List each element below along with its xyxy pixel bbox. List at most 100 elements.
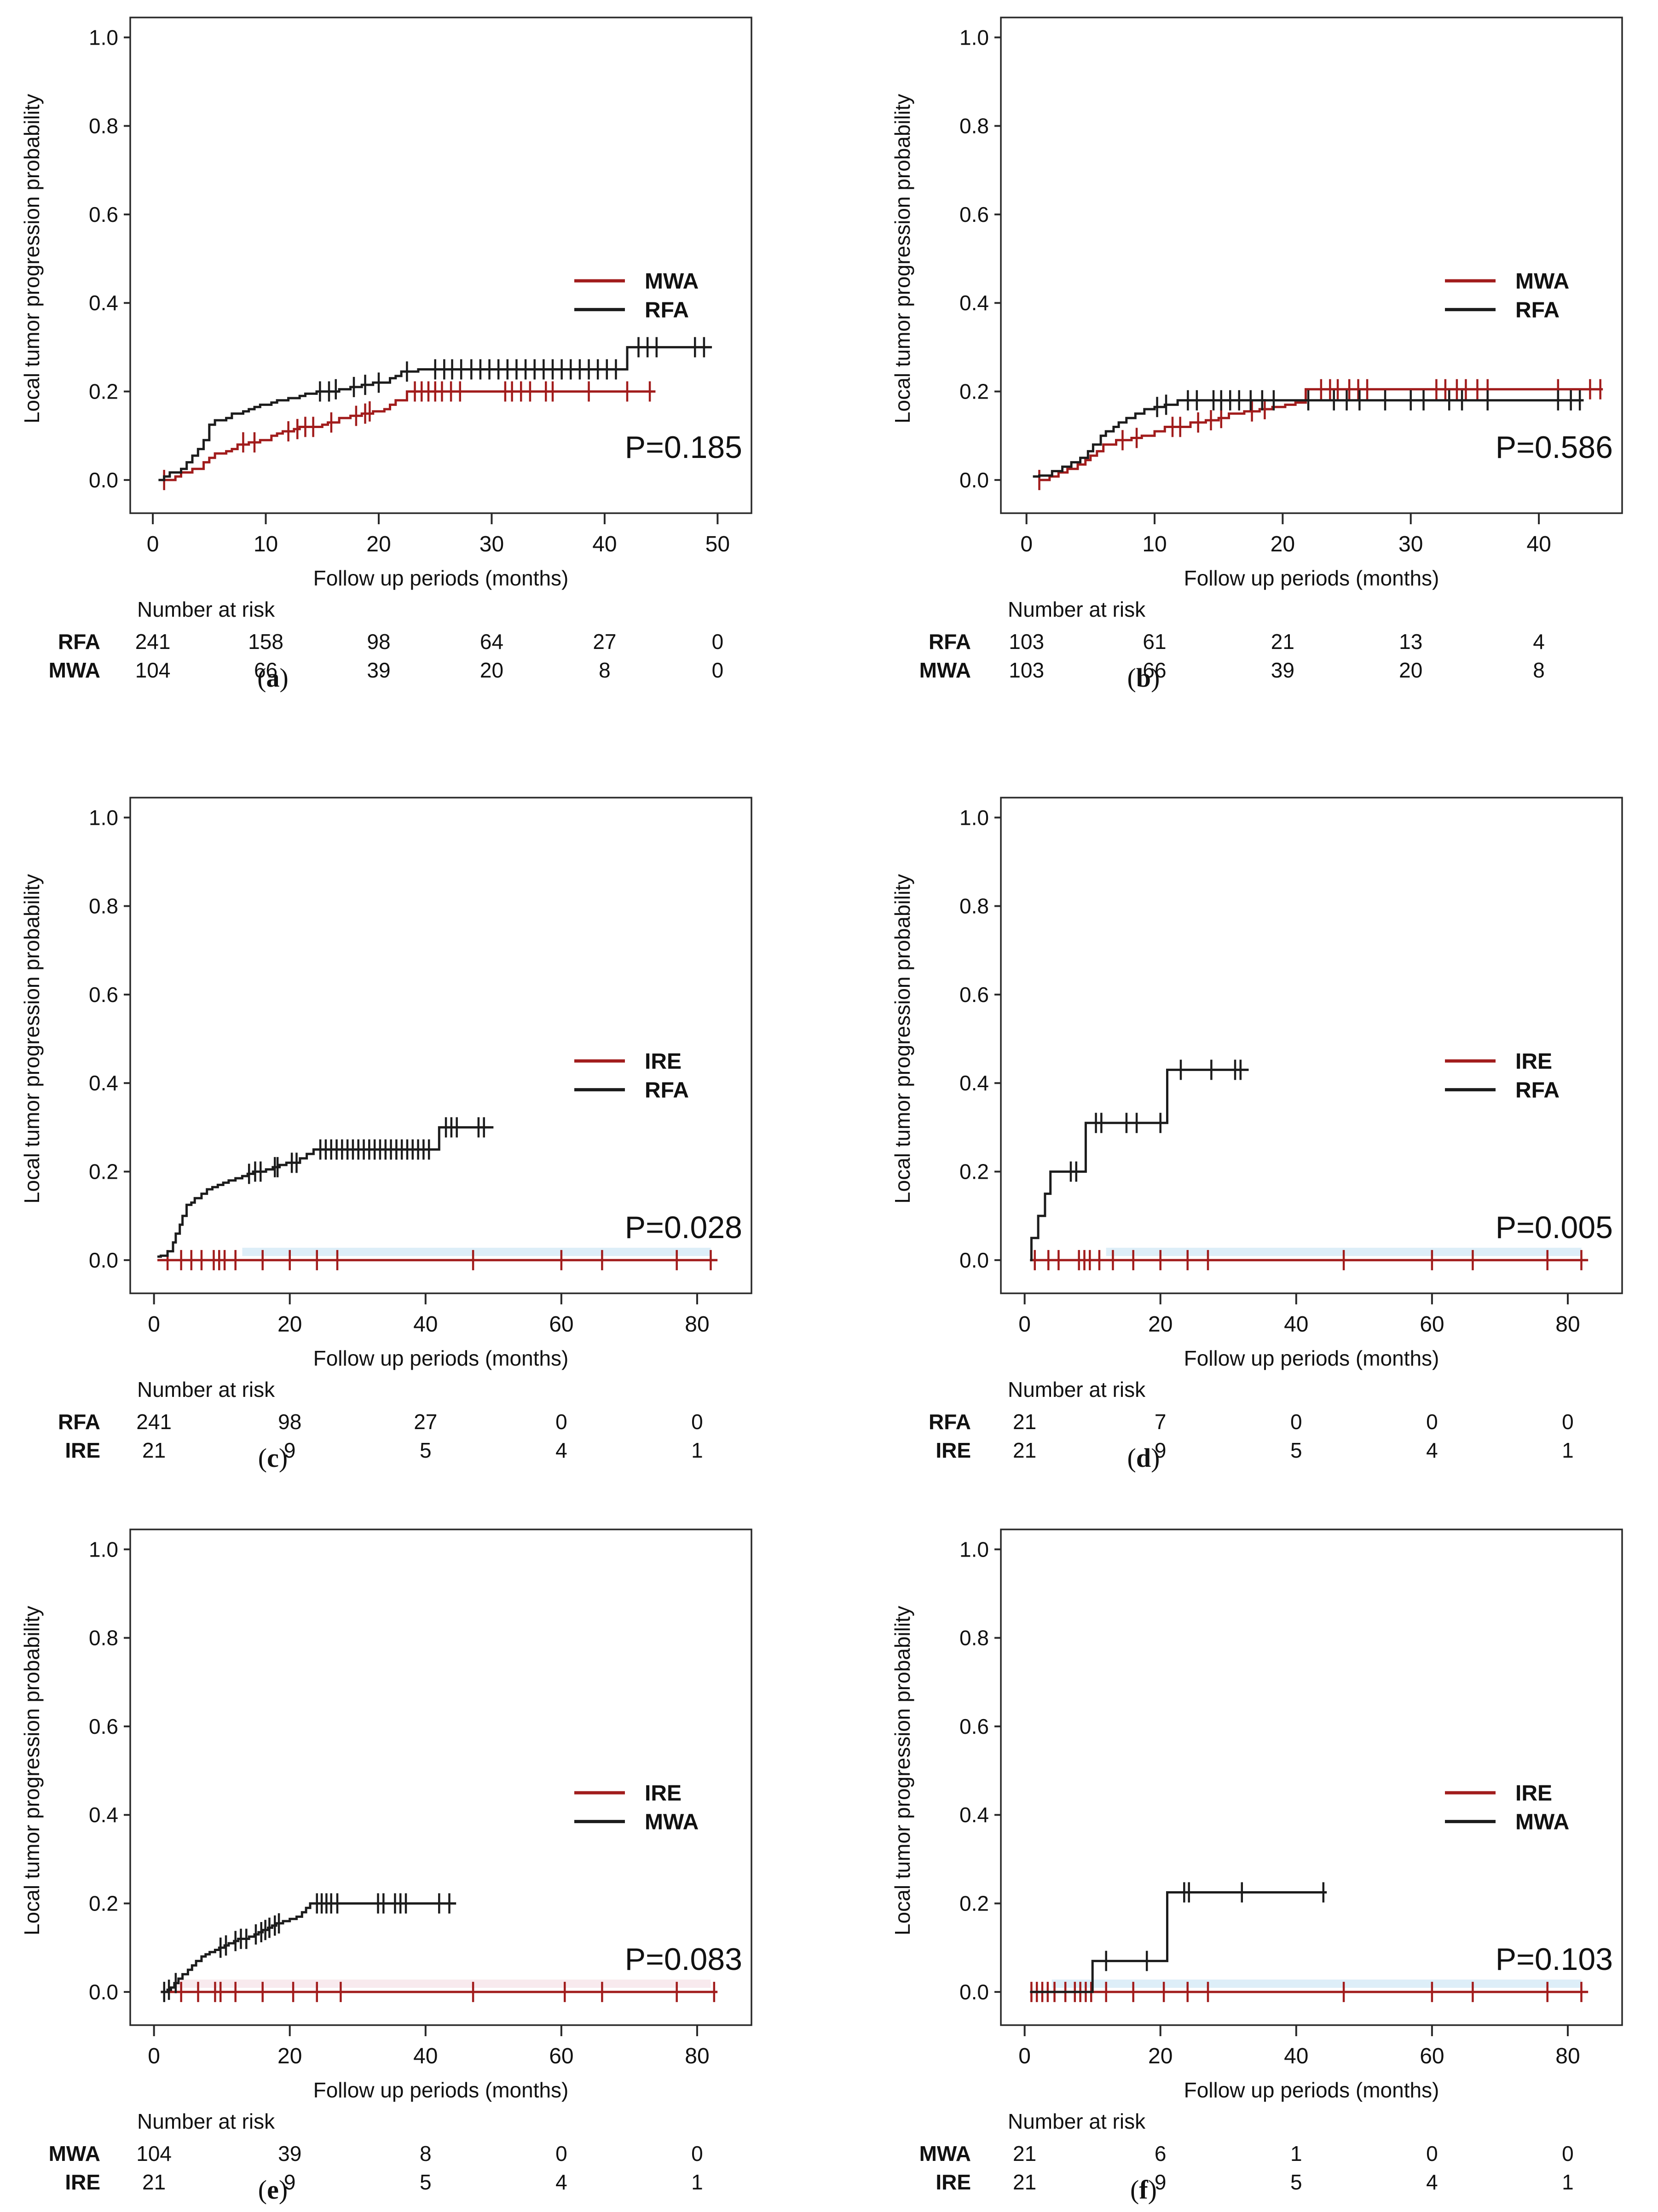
risk-value: 66 (1143, 658, 1166, 682)
panel-caption: (e) (258, 2175, 288, 2205)
p-value: P=0.185 (625, 430, 742, 465)
y-tick-label: 1.0 (959, 25, 989, 49)
y-tick-label: 0.6 (89, 203, 118, 226)
risk-value: 39 (278, 2142, 301, 2166)
y-tick-label: 1.0 (89, 805, 118, 829)
risk-value: 0 (1562, 2142, 1574, 2166)
risk-value: 21 (142, 2170, 166, 2194)
legend-label-MWA: MWA (1515, 1810, 1569, 1835)
y-tick-label: 0.2 (89, 1160, 118, 1184)
plot-frame (129, 797, 752, 1294)
risk-row-label: RFA (929, 630, 971, 654)
risk-value: 5 (1290, 1438, 1302, 1462)
risk-value: 0 (712, 658, 724, 682)
risk-value: 5 (420, 1438, 432, 1462)
legend-label-RFA: RFA (1515, 1078, 1560, 1103)
risk-value: 0 (1426, 2142, 1438, 2166)
risk-value: 103 (1009, 658, 1044, 682)
legend-label-MWA: MWA (645, 1810, 699, 1835)
panel-caption: (a) (257, 663, 289, 693)
curve-MWA (1039, 388, 1603, 481)
panel-a: 0.0 0.2 0.4 0.6 0.8 1.0 0 10 20 30 40 50 Local tumor… (15, 5, 788, 695)
y-tick-label: 0.0 (89, 1980, 118, 2004)
x-tick-label: 40 (1284, 1312, 1308, 1337)
x-tick-label: 0 (148, 1312, 160, 1337)
risk-value: 64 (480, 630, 503, 654)
x-tick-label: 20 (366, 532, 391, 556)
y-tick-label: 0.2 (89, 380, 118, 404)
risk-value: 0 (691, 2142, 703, 2166)
risk-value: 9 (1155, 2170, 1167, 2194)
x-tick-label: 40 (592, 532, 617, 556)
x-tick-label: 20 (1148, 1312, 1173, 1337)
curve-RFA (158, 346, 712, 481)
risk-value: 0 (691, 1410, 703, 1434)
risk-value: 1 (1562, 2170, 1574, 2194)
plot-frame (1000, 797, 1623, 1294)
legend-label-MWA: MWA (1515, 269, 1569, 294)
x-tick-label: 80 (685, 1312, 709, 1337)
risk-table-header: Number at risk (137, 597, 275, 621)
risk-value: 21 (1013, 1438, 1036, 1462)
risk-value: 39 (367, 658, 390, 682)
panel-b: 0.0 0.2 0.4 0.6 0.8 1.0 0 10 20 30 40 Local tumor p… (886, 5, 1658, 695)
p-value: P=0.083 (625, 1942, 742, 1977)
p-value: P=0.028 (625, 1210, 742, 1245)
legend-label-MWA: MWA (645, 269, 699, 294)
risk-value: 0 (555, 1410, 567, 1434)
panel-caption: (b) (1127, 663, 1160, 693)
risk-row-label: MWA (919, 658, 971, 682)
panel-f: 0.0 0.2 0.4 0.6 0.8 1.0 0 20 40 60 80 Local tumor p… (886, 1517, 1658, 2207)
zero-band (242, 1247, 711, 1256)
risk-value: 21 (1013, 2170, 1036, 2194)
x-tick-label: 60 (1420, 2044, 1444, 2068)
risk-value: 104 (136, 2142, 172, 2166)
risk-value: 8 (420, 2142, 432, 2166)
y-tick-label: 0.4 (959, 1803, 989, 1827)
risk-value: 66 (254, 658, 277, 682)
risk-value: 21 (1013, 1410, 1036, 1434)
y-tick-label: 0.6 (89, 983, 118, 1007)
curve-RFA (1030, 1068, 1249, 1262)
x-axis-label: Follow up periods (months) (1184, 1346, 1439, 1370)
x-axis-label: Follow up periods (months) (313, 1346, 569, 1370)
x-tick-label: 0 (1018, 1312, 1031, 1337)
y-tick-label: 1.0 (89, 25, 118, 49)
risk-table-header: Number at risk (137, 2109, 275, 2133)
y-tick-label: 0.4 (959, 291, 989, 315)
x-tick-label: 50 (705, 532, 730, 556)
risk-row-label: RFA (929, 1410, 971, 1434)
risk-value: 1 (691, 2170, 703, 2194)
x-tick-label: 20 (1271, 532, 1295, 556)
km-chart-a: 0.0 0.2 0.4 0.6 0.8 1.0 0 10 20 30 40 50 Local tumor… (20, 17, 752, 693)
curve-RFA (1033, 399, 1584, 478)
legend-label-IRE: IRE (645, 1781, 682, 1806)
risk-table-header: Number at risk (1008, 2109, 1146, 2133)
risk-row-label: MWA (919, 2142, 971, 2166)
risk-value: 241 (135, 630, 171, 654)
x-tick-label: 40 (413, 1312, 438, 1337)
legend-label-RFA: RFA (645, 1078, 689, 1103)
plot-frame (1000, 17, 1623, 514)
y-tick-label: 0.0 (959, 468, 989, 492)
p-value: P=0.005 (1496, 1210, 1613, 1245)
x-tick-label: 40 (1526, 532, 1551, 556)
y-tick-label: 0.6 (959, 203, 989, 226)
y-axis-label: Local tumor progression probability (20, 1606, 44, 1935)
risk-value: 4 (555, 1438, 567, 1462)
y-tick-label: 0.4 (89, 1071, 118, 1095)
risk-value: 5 (1290, 2170, 1302, 2194)
x-axis-label: Follow up periods (months) (1184, 2078, 1439, 2102)
panel-e: 0.0 0.2 0.4 0.6 0.8 1.0 0 20 40 60 80 Local tumor p… (15, 1517, 788, 2207)
risk-value: 0 (1290, 1410, 1302, 1434)
risk-value: 98 (367, 630, 390, 654)
km-chart-b: 0.0 0.2 0.4 0.6 0.8 1.0 0 10 20 30 40 Local tumor p… (890, 17, 1623, 693)
risk-value: 241 (136, 1410, 172, 1434)
risk-value: 8 (599, 658, 611, 682)
y-tick-label: 0.0 (89, 1248, 118, 1272)
risk-value: 103 (1009, 630, 1044, 654)
y-tick-label: 1.0 (89, 1537, 118, 1561)
